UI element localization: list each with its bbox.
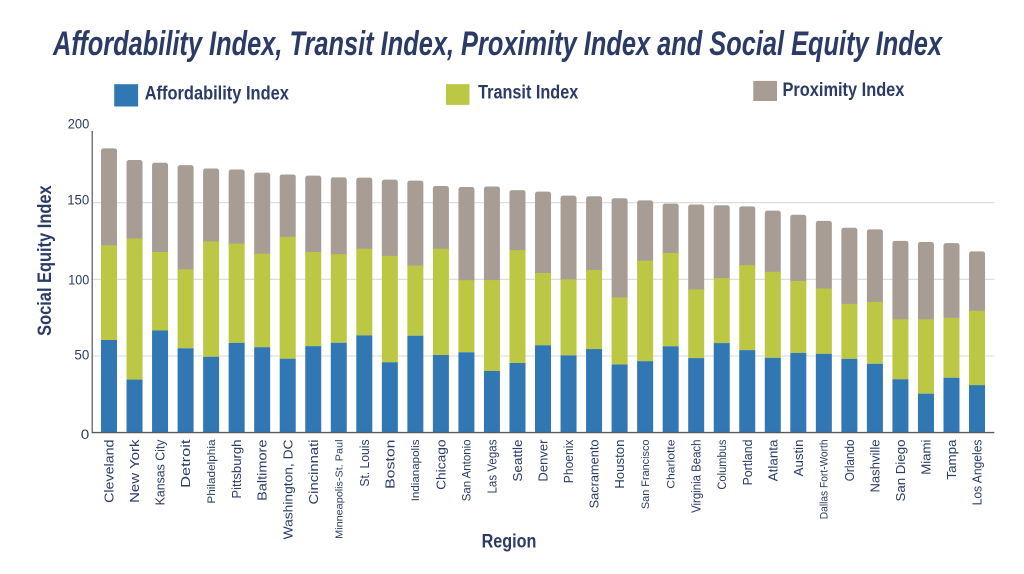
svg-text:Dallas Fort-Worth: Dallas Fort-Worth (819, 440, 831, 520)
svg-text:Phoenix: Phoenix (561, 439, 576, 483)
svg-text:Charlotte: Charlotte (666, 440, 678, 489)
svg-text:Atlanta: Atlanta (765, 439, 780, 482)
svg-text:Minneapolis-St. Paul: Minneapolis-St. Paul (333, 440, 345, 539)
svg-text:Columbus: Columbus (717, 439, 729, 489)
svg-text:Detroit: Detroit (178, 439, 193, 488)
svg-text:Indianapolis: Indianapolis (410, 439, 422, 501)
svg-text:Portland: Portland (740, 440, 755, 486)
svg-text:Tampa: Tampa (944, 439, 959, 480)
svg-text:Chicago: Chicago (433, 440, 448, 490)
svg-text:200: 200 (68, 116, 90, 131)
svg-text:Denver: Denver (536, 439, 551, 482)
svg-text:Affordability Index: Affordability Index (145, 82, 289, 104)
svg-text:San Francisco: San Francisco (640, 440, 652, 510)
svg-text:St. Louis: St. Louis (357, 439, 372, 487)
svg-text:Washington, DC: Washington, DC (280, 440, 295, 540)
svg-text:Philadelphia: Philadelphia (206, 439, 218, 504)
svg-text:150: 150 (67, 193, 89, 208)
svg-text:Los Angeles: Los Angeles (970, 439, 985, 505)
svg-text:Orlando: Orlando (842, 440, 857, 482)
svg-text:Boston: Boston (382, 440, 397, 489)
svg-text:50: 50 (74, 348, 89, 363)
svg-text:New York: New York (127, 439, 142, 503)
svg-text:Baltimore: Baltimore (255, 440, 270, 501)
svg-text:Sacramento: Sacramento (587, 440, 602, 509)
svg-text:Virginia Beach: Virginia Beach (689, 440, 704, 513)
svg-text:Houston: Houston (612, 440, 627, 489)
svg-text:Pittsburgh: Pittsburgh (229, 440, 244, 499)
svg-text:Kansas City: Kansas City (153, 439, 168, 505)
svg-text:Affordability Index, Transit I: Affordability Index, Transit Index, Prox… (52, 25, 943, 63)
svg-text:Proximity Index: Proximity Index (783, 79, 905, 101)
svg-text:Social Equity Index: Social Equity Index (35, 185, 56, 336)
svg-text:Miami: Miami (919, 439, 934, 474)
svg-text:Las Vegas: Las Vegas (485, 439, 500, 493)
svg-text:0: 0 (81, 427, 90, 442)
svg-text:Cincinnati: Cincinnati (306, 439, 321, 504)
svg-text:San Diego: San Diego (893, 440, 908, 502)
svg-text:Transit Index: Transit Index (478, 82, 578, 104)
svg-text:Cleveland: Cleveland (102, 440, 117, 503)
svg-text:Seattle: Seattle (510, 440, 525, 482)
svg-text:San Antonio: San Antonio (460, 439, 474, 501)
svg-text:Nashville: Nashville (867, 440, 882, 493)
svg-text:Region: Region (482, 530, 537, 552)
svg-text:100: 100 (68, 272, 89, 287)
svg-text:Austin: Austin (791, 440, 806, 477)
